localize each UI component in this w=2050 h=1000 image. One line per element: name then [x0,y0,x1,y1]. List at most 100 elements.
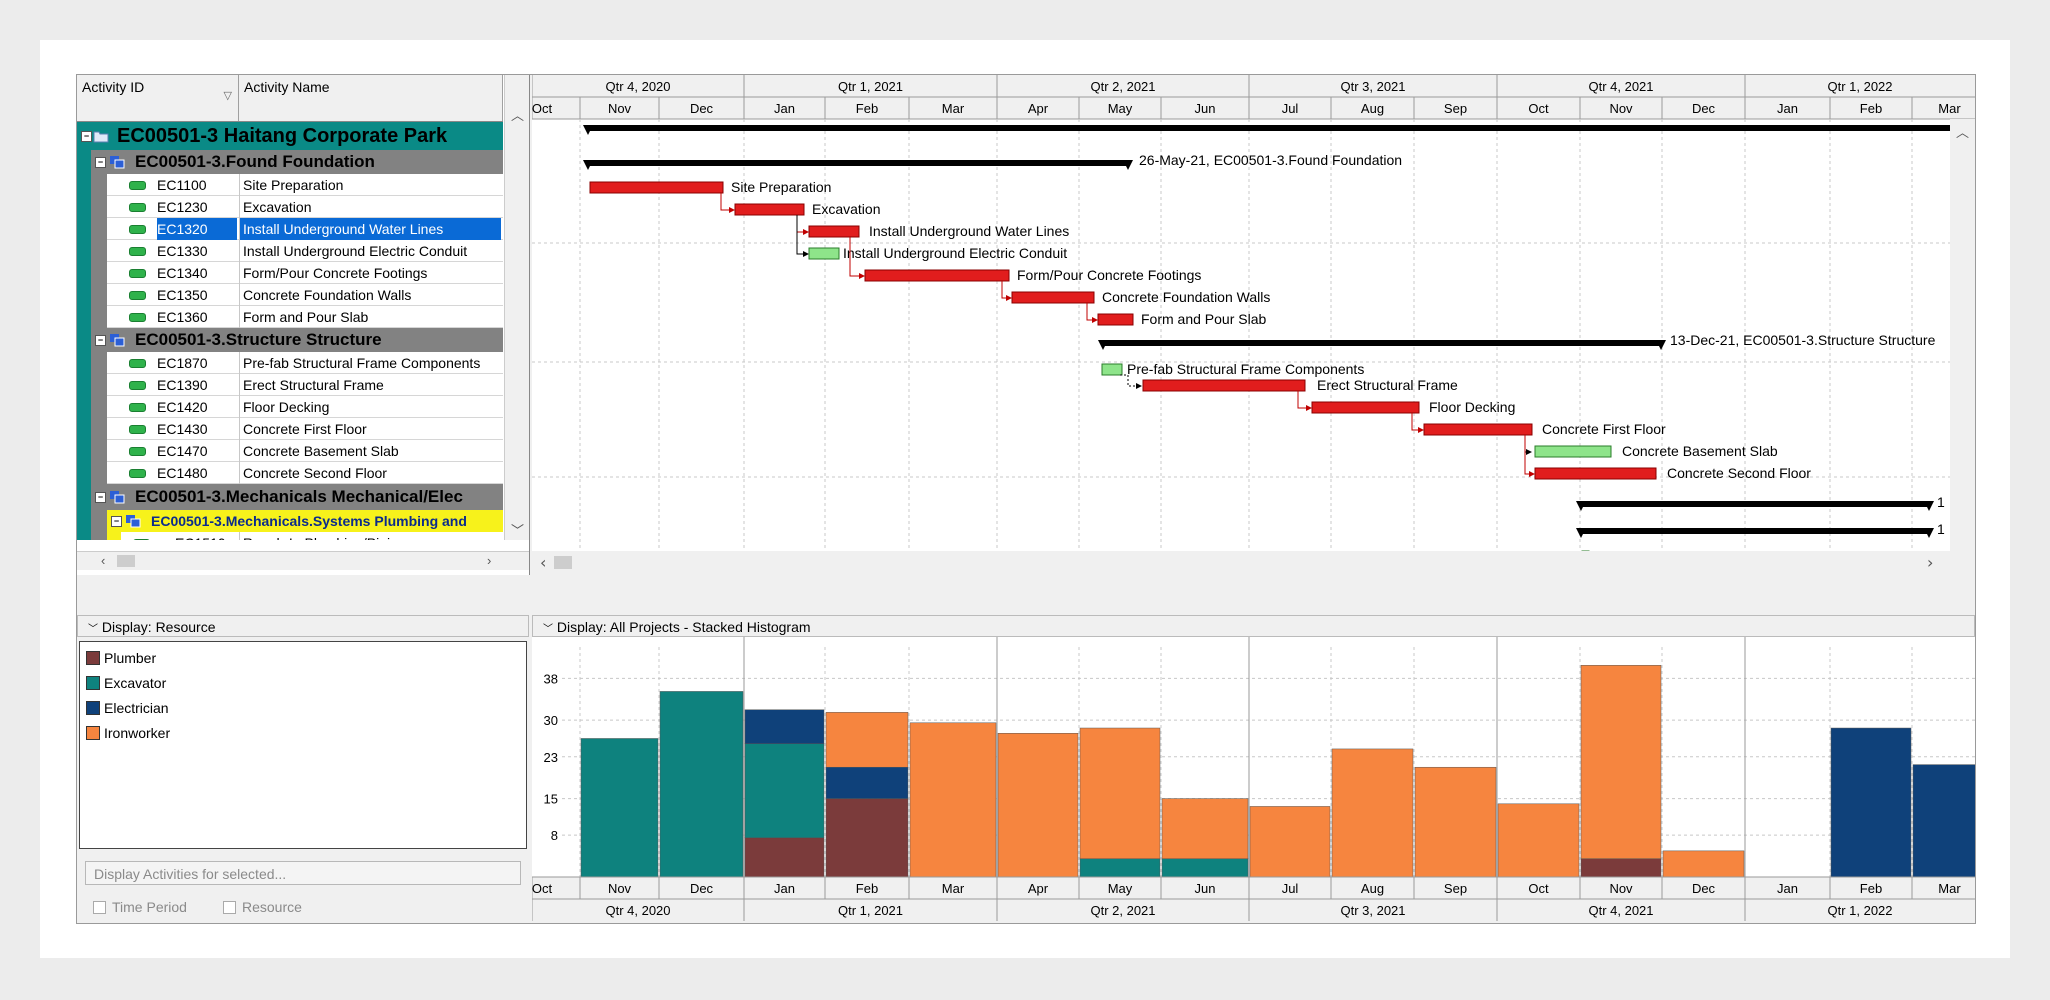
activity-row[interactable]: EC1470 Concrete Basement Slab [77,440,503,462]
resource-panel-title[interactable]: ﹀ Display: Resource [77,615,529,637]
relationship-arrow [1092,317,1098,323]
critical-activity-bar[interactable] [1097,313,1134,326]
scroll-up-icon[interactable]: ︿ [511,108,525,123]
histogram-bar-plumber[interactable] [744,837,825,878]
histogram-bar-excavator[interactable] [580,738,659,878]
activity-row[interactable]: EC1480 Concrete Second Floor [77,462,503,484]
histogram-bar-ironworker[interactable] [1662,850,1745,878]
time-period-checkbox[interactable]: Time Period [93,899,187,915]
scroll-down-icon[interactable]: ﹀ [511,523,525,538]
wbs-row[interactable]: − EC00501-3.Structure Structure [77,328,503,352]
wbs-row[interactable]: − EC00501-3.Mechanicals Mechanical/Elec [77,484,503,510]
histogram-bar-ironworker[interactable] [1580,665,1662,859]
critical-activity-bar[interactable] [1534,467,1657,480]
relationship-line [1120,374,1136,387]
activity-row[interactable]: EC1510Rough-In Plumbing/Piping [77,532,503,540]
collapse-icon[interactable]: − [95,492,106,503]
activity-row[interactable]: EC1340 Form/Pour Concrete Footings [77,262,503,284]
histogram-bar-excavator[interactable] [1161,858,1249,878]
activity-row[interactable]: EC1230 Excavation [77,196,503,218]
activity-row[interactable]: EC1420 Floor Decking [77,396,503,418]
legend-item-plumber[interactable]: Plumber [86,648,156,668]
summary-bar[interactable] [1580,528,1930,534]
table-vertical-scrollbar[interactable]: ︿ ﹀ [504,75,529,540]
activity-row[interactable]: EC1390 Erect Structural Frame [77,374,503,396]
histogram-bar-ironworker[interactable] [1079,727,1161,859]
histogram-bar-ironworker[interactable] [1497,803,1580,878]
scroll-thumb[interactable] [117,555,135,567]
histogram-bar-ironworker[interactable] [1249,806,1331,878]
activity-row[interactable]: EC1360 Form and Pour Slab [77,306,503,328]
activity-bar[interactable] [1534,445,1612,458]
activity-row[interactable]: EC1100 Site Preparation [77,174,503,196]
relationship-line [796,215,804,255]
histogram-bar-plumber[interactable] [1580,858,1662,878]
histogram-bar-ironworker[interactable] [825,712,909,768]
summary-bar[interactable] [1580,501,1930,507]
collapse-icon[interactable]: − [111,516,122,527]
histogram-bar-plumber[interactable] [825,798,909,878]
histogram-bar-excavator[interactable] [659,691,744,878]
histogram-bar-ironworker[interactable] [1414,766,1497,878]
checkbox-box[interactable] [223,900,236,914]
critical-activity-bar[interactable] [1311,401,1420,414]
activity-id-cell: EC1390 [157,377,208,393]
critical-activity-bar[interactable] [589,181,724,194]
histogram-bar-ironworker[interactable] [997,733,1079,878]
scroll-left-icon[interactable]: ‹ [540,553,546,572]
activity-row[interactable]: EC1870 Pre-fab Structural Frame Component… [77,352,503,374]
project-id: EC00501-3 [117,125,219,147]
activity-bar[interactable] [1101,363,1123,376]
project-row[interactable]: − EC00501-3 Haitang Corporate Park [77,122,503,150]
column-header-activity-name[interactable]: Activity Name [239,75,503,121]
legend-item-ironworker[interactable]: Ironworker [86,723,170,743]
critical-activity-bar[interactable] [1423,423,1533,436]
resource-checkbox[interactable]: Resource [223,899,302,915]
activity-row[interactable]: EC1320 Install Underground Water Lines [77,218,503,240]
summary-bar[interactable] [587,125,1975,131]
histogram-bar-electrician[interactable] [744,709,825,744]
table-horizontal-scrollbar[interactable]: ‹ › [77,551,529,570]
histogram-bar-electrician[interactable] [1830,727,1912,878]
histogram-panel-title[interactable]: ﹀ Display: All Projects - Stacked Histog… [532,615,1975,637]
quarter-label: Qtr 1, 2022 [1827,903,1892,918]
scroll-right-icon[interactable]: › [487,553,492,568]
critical-activity-bar[interactable] [808,225,860,238]
critical-activity-bar[interactable] [734,203,805,216]
histogram-bar-ironworker[interactable] [1331,748,1414,878]
histogram-bar-excavator[interactable] [1079,858,1161,878]
display-activities-button[interactable]: Display Activities for selected... [85,861,521,885]
activity-row[interactable]: EC1330 Install Underground Electric Condu… [77,240,503,262]
scroll-up-icon[interactable]: ︿ [1956,126,1969,141]
histogram-bar-ironworker[interactable] [1161,798,1249,859]
column-header-activity-id[interactable]: Activity ID ▽ [77,75,239,121]
activity-bar[interactable] [808,247,840,260]
wbs-row[interactable]: − EC00501-3.Mechanicals.Systems Plumbing … [77,510,503,532]
summary-bar[interactable] [587,160,1129,166]
wbs-label-foundation: EC00501-3.Found Foundation [135,152,375,171]
activity-row[interactable]: EC1430 Concrete First Floor [77,418,503,440]
legend-item-excavator[interactable]: Excavator [86,673,166,693]
y-tick-label: 8 [551,828,558,843]
gantt-vertical-scrollbar[interactable] [1950,119,1975,551]
wbs-row-foundation[interactable]: − EC00501-3.Found Foundation [77,150,503,174]
summary-bar[interactable] [1102,340,1662,346]
scroll-left-icon[interactable]: ‹ [101,553,106,568]
histogram-bar-electrician[interactable] [1912,764,1975,878]
scroll-thumb[interactable] [554,556,572,569]
histogram-bar-ironworker[interactable] [909,722,997,878]
stacked-histogram: 8 15 23 30 38 Oct Nov Dec Jan Feb Mar Apr May Jun Jul A… [532,637,1975,923]
critical-activity-bar[interactable] [1011,291,1095,304]
critical-activity-bar[interactable] [864,269,1010,282]
critical-activity-bar[interactable] [1142,379,1306,392]
collapse-icon[interactable]: − [95,335,106,346]
checkbox-box[interactable] [93,900,106,914]
histogram-bar-excavator[interactable] [744,743,825,839]
legend-item-electrician[interactable]: Electrician [86,698,169,718]
scroll-right-icon[interactable]: › [1927,553,1933,572]
activity-row[interactable]: EC1350 Concrete Foundation Walls [77,284,503,306]
histogram-bar-electrician[interactable] [825,766,909,799]
collapse-icon[interactable]: − [95,157,106,168]
collapse-icon[interactable]: − [81,131,92,142]
gantt-horizontal-scrollbar[interactable] [532,551,1975,575]
